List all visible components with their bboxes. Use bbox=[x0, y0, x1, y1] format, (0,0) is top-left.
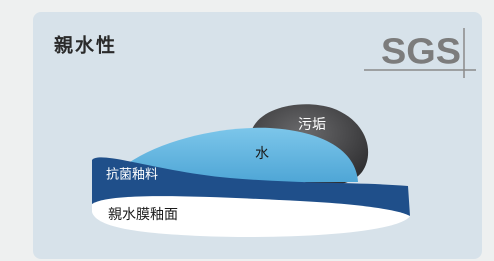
water-label: 水 bbox=[255, 146, 269, 162]
film-label: 親水膜釉面 bbox=[108, 207, 178, 223]
glaze-label: 抗菌釉料 bbox=[106, 168, 158, 183]
dirt-label: 污垢 bbox=[298, 117, 326, 133]
page: 親水性 SGS 污垢 水 抗菌釉料 親水膜釉面 (() => { const d… bbox=[0, 0, 494, 261]
diagram: 親水性 SGS 污垢 水 抗菌釉料 親水膜釉面 bbox=[0, 0, 494, 261]
title: 親水性 bbox=[54, 34, 117, 57]
sgs-logo: SGS bbox=[364, 28, 476, 78]
logo-text: SGS bbox=[381, 31, 461, 72]
